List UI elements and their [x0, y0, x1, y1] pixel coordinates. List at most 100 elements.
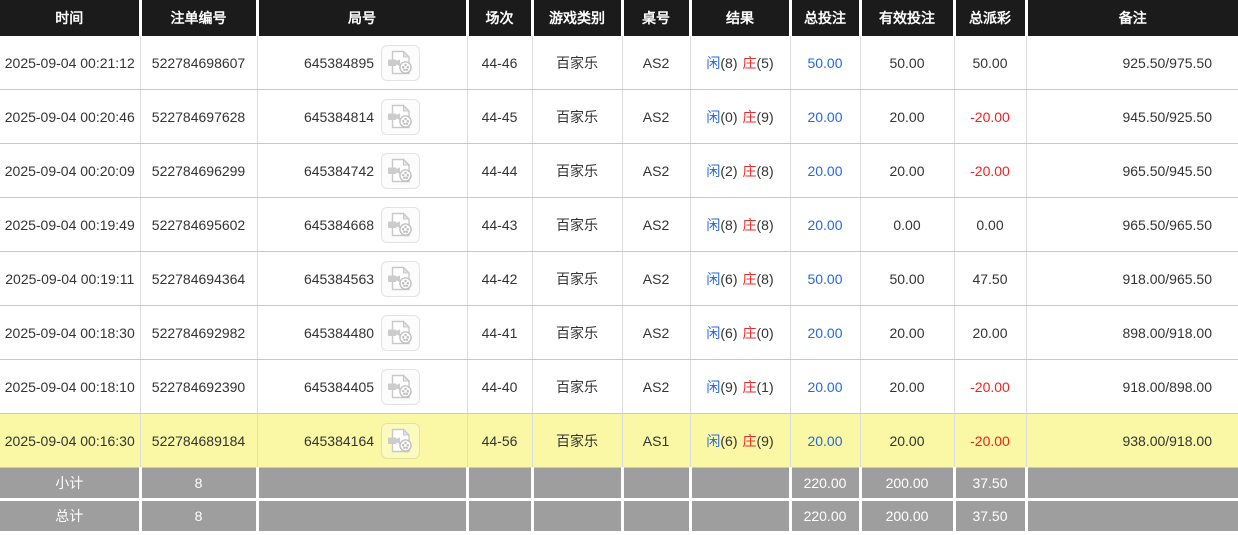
player-result-score: (2) — [720, 162, 738, 179]
grand-total-label: 总计 — [0, 498, 142, 531]
video-replay-icon[interactable] — [381, 422, 421, 459]
grand-total-row: 总计 8 220.00 200.00 37.50 — [0, 498, 1238, 531]
player-result-label: 闲 — [706, 54, 721, 71]
banker-result-label: 庄 — [742, 378, 757, 395]
cell-total-payout: 20.00 — [954, 305, 1027, 360]
subtotal-row: 小计 8 220.00 200.00 37.50 — [0, 467, 1238, 500]
banker-result-score: (9) — [756, 432, 774, 449]
cell-total-bet: 20.00 — [790, 359, 861, 414]
round-id-text: 645384742 — [303, 162, 375, 179]
round-id-text: 645384895 — [303, 54, 375, 71]
player-result-label: 闲 — [706, 324, 721, 341]
cell-remark: 965.50/965.50 — [1026, 197, 1238, 252]
cell-round-id: 645384668 — [257, 197, 468, 252]
cell-game-type: 百家乐 — [532, 197, 623, 252]
round-id-text: 645384405 — [303, 378, 375, 395]
table-row: 2025-09-04 00:18:10 522784692390 6453844… — [0, 359, 1238, 414]
cell-total-bet: 20.00 — [790, 197, 861, 252]
cell-time: 2025-09-04 00:20:46 — [0, 89, 141, 144]
cell-remark: 918.00/898.00 — [1026, 359, 1238, 414]
player-result-label: 闲 — [706, 216, 721, 233]
col-header-session: 场次 — [467, 0, 534, 36]
subtotal-count: 8 — [140, 467, 259, 500]
cell-time: 2025-09-04 00:18:30 — [0, 305, 141, 360]
video-replay-icon[interactable] — [381, 314, 421, 351]
cell-bet-id: 522784698607 — [140, 36, 258, 90]
cell-total-payout: -20.00 — [954, 359, 1027, 414]
subtotal-empty — [467, 467, 534, 500]
subtotal-total-bet: 220.00 — [790, 467, 862, 500]
banker-result-label: 庄 — [742, 432, 757, 449]
cell-remark: 898.00/918.00 — [1026, 305, 1238, 360]
banker-result-label: 庄 — [742, 108, 757, 125]
cell-session: 44-44 — [467, 143, 533, 198]
cell-result: 闲(6) 庄(9) — [690, 413, 791, 468]
subtotal-valid-bet: 200.00 — [860, 467, 956, 500]
cell-total-bet: 20.00 — [790, 305, 861, 360]
cell-result: 闲(8) 庄(8) — [690, 197, 791, 252]
cell-time: 2025-09-04 00:18:10 — [0, 359, 141, 414]
cell-valid-bet: 20.00 — [860, 89, 955, 144]
cell-game-type: 百家乐 — [532, 251, 623, 306]
table-row: 2025-09-04 00:16:30 522784689184 6453841… — [0, 413, 1238, 468]
cell-total-bet: 50.00 — [790, 251, 861, 306]
cell-bet-id: 522784695602 — [140, 197, 258, 252]
video-replay-icon[interactable] — [381, 368, 421, 405]
col-header-bet-id: 注单编号 — [140, 0, 259, 36]
video-replay-icon[interactable] — [381, 98, 421, 135]
player-result-score: (0) — [720, 108, 738, 125]
banker-result-score: (8) — [756, 162, 774, 179]
cell-session: 44-43 — [467, 197, 533, 252]
cell-bet-id: 522784689184 — [140, 413, 258, 468]
banker-result-label: 庄 — [742, 324, 757, 341]
cell-game-type: 百家乐 — [532, 305, 623, 360]
cell-result: 闲(6) 庄(0) — [690, 305, 791, 360]
cell-valid-bet: 20.00 — [860, 413, 955, 468]
cell-bet-id: 522784694364 — [140, 251, 258, 306]
col-header-total-payout: 总派彩 — [954, 0, 1028, 36]
grand-total-empty — [1026, 498, 1238, 531]
cell-valid-bet: 0.00 — [860, 197, 955, 252]
video-replay-icon[interactable] — [381, 44, 421, 81]
table-row: 2025-09-04 00:19:11 522784694364 6453845… — [0, 251, 1238, 306]
cell-remark: 918.00/965.50 — [1026, 251, 1238, 306]
cell-result: 闲(6) 庄(8) — [690, 251, 791, 306]
subtotal-empty — [257, 467, 469, 500]
col-header-time: 时间 — [0, 0, 142, 36]
subtotal-label: 小计 — [0, 467, 142, 500]
grand-total-empty — [622, 498, 692, 531]
player-result-score: (8) — [720, 54, 738, 71]
cell-session: 44-42 — [467, 251, 533, 306]
player-result-label: 闲 — [706, 378, 721, 395]
banker-result-label: 庄 — [742, 270, 757, 287]
video-replay-icon[interactable] — [381, 260, 421, 297]
round-id-text: 645384164 — [303, 432, 375, 449]
video-replay-icon[interactable] — [381, 206, 421, 243]
subtotal-empty — [532, 467, 624, 500]
player-result-score: (6) — [720, 324, 738, 341]
subtotal-empty — [622, 467, 692, 500]
cell-total-payout: -20.00 — [954, 413, 1027, 468]
round-id-text: 645384563 — [303, 270, 375, 287]
cell-time: 2025-09-04 00:16:30 — [0, 413, 141, 468]
cell-total-payout: -20.00 — [954, 143, 1027, 198]
table-header: 时间 注单编号 局号 场次 游戏类别 桌号 结果 总投注 有效投注 总派彩 备注 — [0, 0, 1238, 36]
video-replay-icon[interactable] — [381, 152, 421, 189]
cell-table-no: AS2 — [622, 89, 691, 144]
grand-total-total-bet: 220.00 — [790, 498, 862, 531]
player-result-score: (6) — [720, 270, 738, 287]
header-row: 时间 注单编号 局号 场次 游戏类别 桌号 结果 总投注 有效投注 总派彩 备注 — [0, 0, 1238, 36]
banker-result-score: (1) — [756, 378, 774, 395]
cell-total-bet: 20.00 — [790, 143, 861, 198]
grand-total-empty — [690, 498, 792, 531]
cell-game-type: 百家乐 — [532, 143, 623, 198]
banker-result-score: (9) — [756, 108, 774, 125]
cell-table-no: AS2 — [622, 251, 691, 306]
cell-valid-bet: 20.00 — [860, 143, 955, 198]
table-row: 2025-09-04 00:21:12 522784698607 6453848… — [0, 36, 1238, 90]
cell-total-payout: -20.00 — [954, 89, 1027, 144]
cell-bet-id: 522784692390 — [140, 359, 258, 414]
grand-total-empty — [532, 498, 624, 531]
cell-game-type: 百家乐 — [532, 89, 623, 144]
cell-result: 闲(2) 庄(8) — [690, 143, 791, 198]
